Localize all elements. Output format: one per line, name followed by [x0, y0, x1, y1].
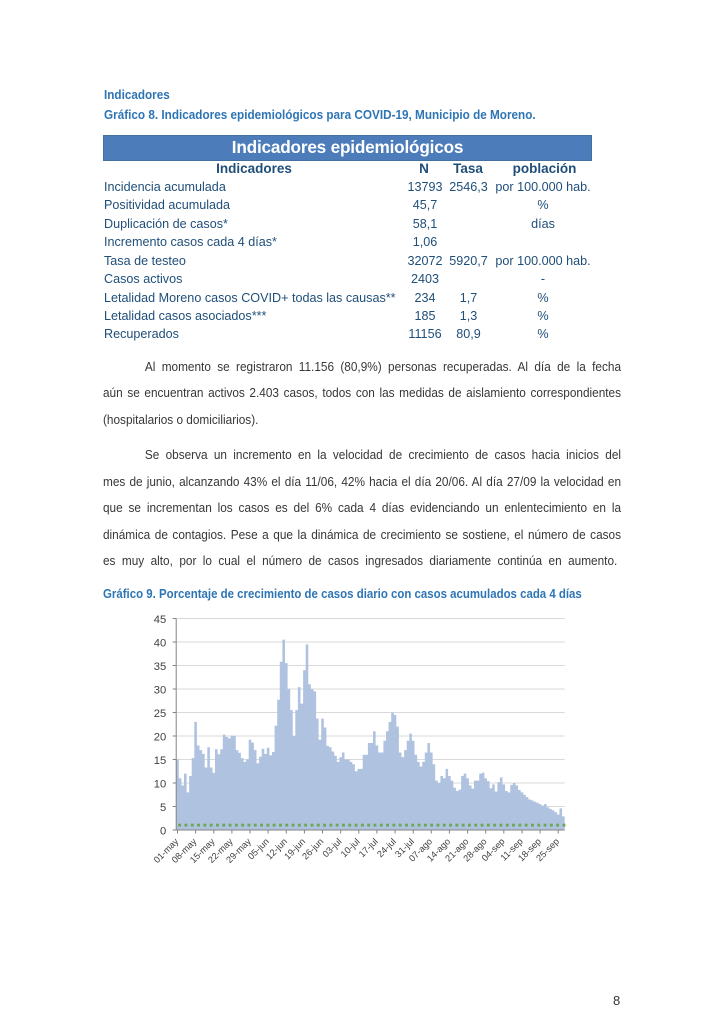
svg-text:0: 0	[160, 825, 166, 837]
svg-text:40: 40	[154, 637, 166, 649]
svg-text:10-jul: 10-jul	[339, 836, 362, 859]
svg-text:25: 25	[154, 708, 166, 720]
svg-text:30: 30	[154, 684, 166, 696]
svg-text:20: 20	[154, 731, 166, 743]
svg-text:03-jul: 03-jul	[321, 836, 344, 859]
svg-text:10: 10	[154, 778, 166, 790]
svg-text:35: 35	[154, 661, 166, 673]
svg-text:24-jul: 24-jul	[375, 836, 398, 859]
svg-text:45: 45	[154, 614, 166, 626]
svg-text:17-jul: 17-jul	[357, 836, 380, 859]
svg-text:5: 5	[160, 802, 166, 814]
svg-text:15: 15	[154, 755, 166, 767]
svg-text:26-jun: 26-jun	[300, 836, 325, 861]
